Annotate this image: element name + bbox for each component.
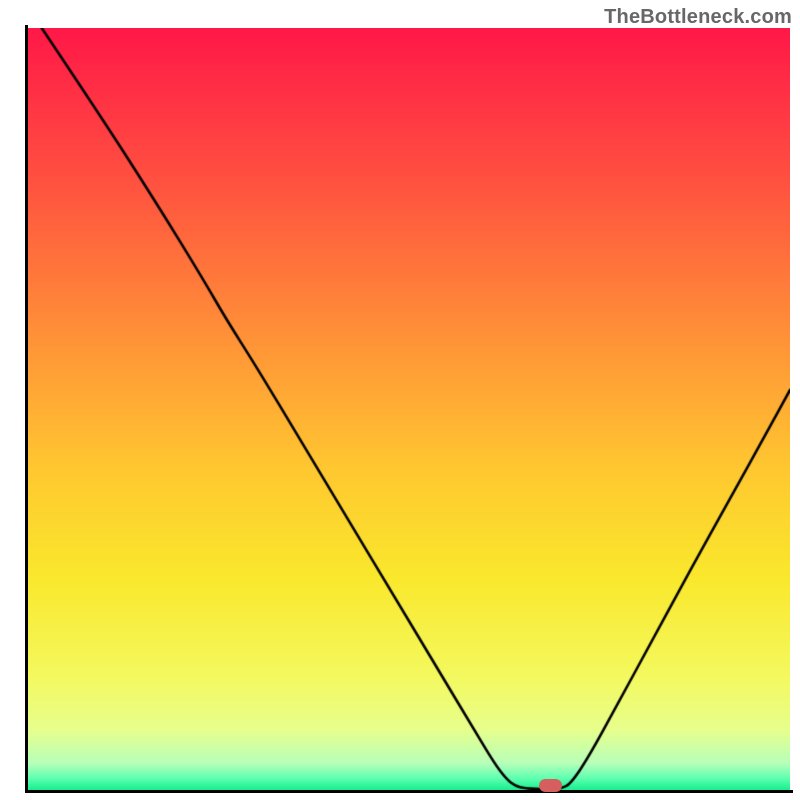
plot-area bbox=[28, 28, 790, 790]
watermark-text: TheBottleneck.com bbox=[604, 6, 792, 29]
y-axis-line bbox=[25, 25, 28, 793]
optimal-marker bbox=[539, 779, 562, 791]
bottleneck-curve bbox=[28, 28, 790, 790]
x-axis-line bbox=[25, 790, 793, 793]
